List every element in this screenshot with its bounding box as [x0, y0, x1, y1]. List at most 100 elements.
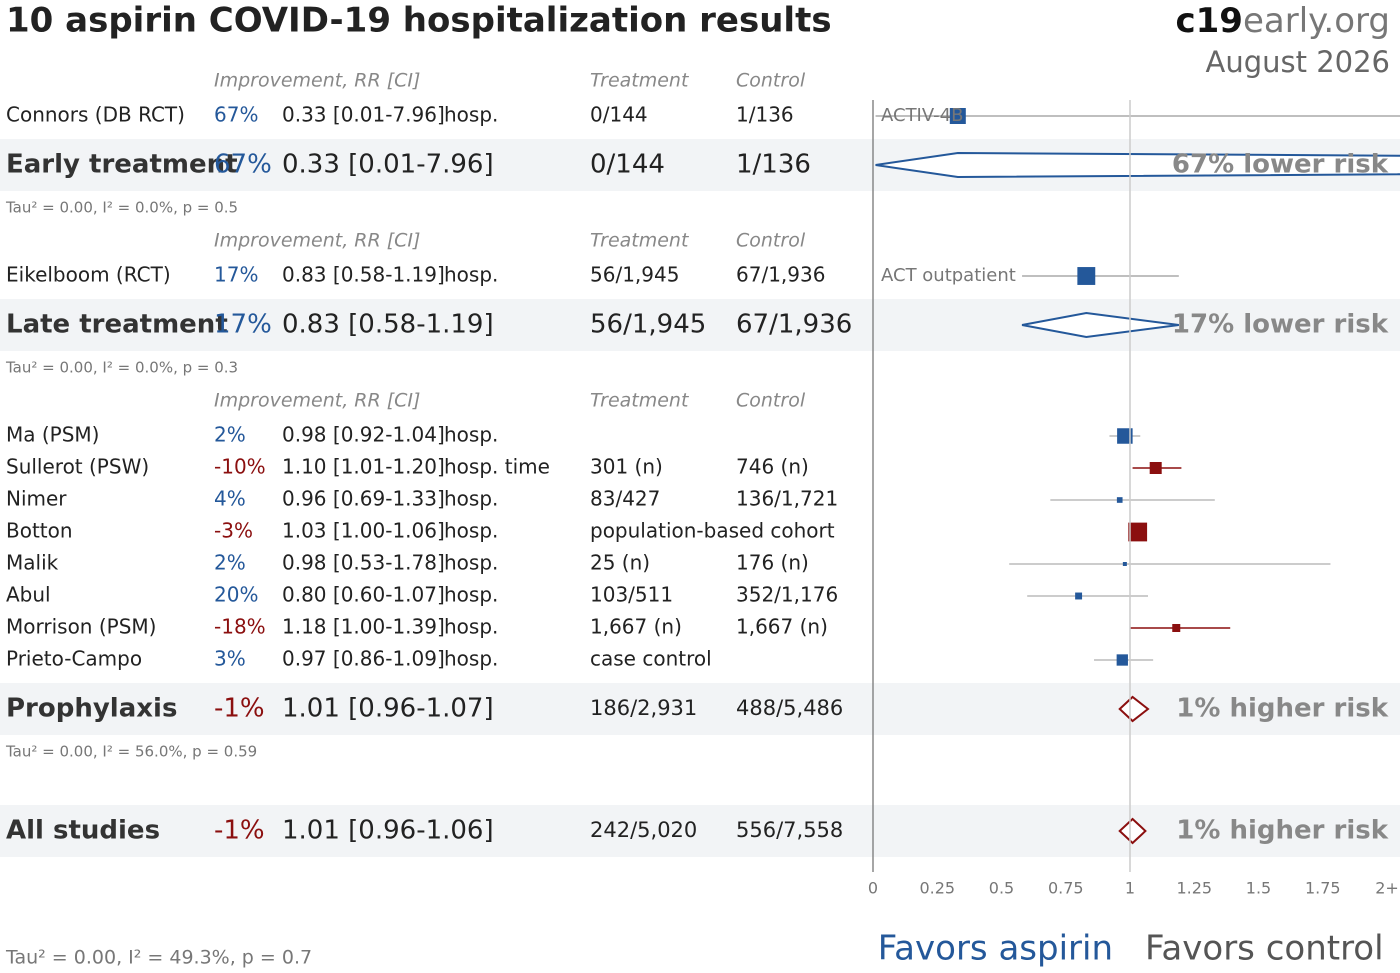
favors-control: Favors control — [1145, 929, 1384, 969]
summary-band — [0, 805, 1400, 857]
rows: 0 0.25 0.5 0.75 1 1.25 1.5 1.75 2+ Improvement, R… — [5, 70, 1400, 898]
column-header: Treatment — [590, 390, 690, 412]
effect-square — [1116, 497, 1123, 503]
treatment: 242/5,020 — [590, 818, 697, 842]
treatment: 0/144 — [590, 150, 665, 180]
column-header: Improvement, RR [CI] — [214, 70, 420, 92]
x-tick-label: 0.5 — [989, 879, 1014, 898]
treatment: 186/2,931 — [590, 696, 697, 720]
control: 352/1,176 — [736, 583, 838, 607]
improvement: 67% — [214, 103, 258, 127]
effect-square — [1116, 654, 1128, 666]
effect-square — [1117, 428, 1133, 444]
trial-name: ACT outpatient — [881, 265, 1016, 286]
effect-square — [1122, 562, 1127, 566]
column-header: Improvement, RR [CI] — [214, 390, 420, 412]
rr-ci: 0.33 [0.01-7.96] — [282, 103, 445, 127]
control: 1/136 — [736, 150, 811, 180]
x-tick-label: 0.75 — [1048, 879, 1084, 898]
column-header: Control — [736, 230, 806, 252]
control: 67/1,936 — [736, 263, 825, 287]
study-name: Malik — [6, 551, 59, 575]
improvement: 17% — [214, 310, 272, 340]
summary-diamond — [1021, 311, 1179, 339]
outcome: hosp. — [444, 647, 498, 671]
rr-ci: 0.97 [0.86-1.09] — [282, 647, 445, 671]
improvement: -1% — [214, 816, 265, 846]
rr-ci: 0.80 [0.60-1.07] — [282, 583, 445, 607]
brand: c19early.org — [1176, 1, 1391, 41]
summary-name: Late treatment — [6, 310, 228, 340]
risk-label: 1% higher risk — [1176, 694, 1388, 724]
improvement: -1% — [214, 694, 265, 724]
column-header: Treatment — [590, 70, 690, 92]
treatment: 1,667 (n) — [590, 615, 682, 639]
summary-diamond — [1118, 695, 1150, 723]
control: 1,667 (n) — [736, 615, 828, 639]
outcome: hosp. — [444, 519, 498, 543]
outcome: hosp. — [444, 487, 498, 511]
improvement: 17% — [214, 263, 258, 287]
treatment: 103/511 — [590, 583, 673, 607]
outcome: hosp. — [444, 615, 498, 639]
effect-square — [1075, 592, 1083, 600]
improvement: 2% — [214, 551, 246, 575]
effect-square — [1149, 462, 1162, 474]
improvement: 4% — [214, 487, 246, 511]
improvement: 67% — [214, 150, 272, 180]
x-tick-label: 1 — [1125, 879, 1135, 898]
study-name: Prieto-Campo — [6, 647, 142, 671]
brand-light: early.org — [1243, 1, 1390, 41]
rr-ci: 1.01 [0.96-1.07] — [282, 694, 494, 724]
treatment: 56/1,945 — [590, 310, 706, 340]
effect-square — [1172, 624, 1181, 632]
control: 136/1,721 — [736, 487, 838, 511]
heterogeneity: Tau² = 0.00, I² = 56.0%, p = 0.59 — [5, 743, 257, 761]
control: 176 (n) — [736, 551, 809, 575]
risk-label: 67% lower risk — [1172, 150, 1389, 180]
rr-ci: 1.03 [1.00-1.06] — [282, 519, 445, 543]
treatment: 0/144 — [590, 103, 648, 127]
risk-label: 17% lower risk — [1172, 310, 1389, 340]
date: August 2026 — [1205, 45, 1390, 79]
column-header: Improvement, RR [CI] — [214, 230, 420, 252]
summary-band — [0, 683, 1400, 735]
improvement: 2% — [214, 423, 246, 447]
treatment: population-based cohort — [590, 519, 835, 543]
effect-square — [1077, 267, 1096, 285]
summary-name: Prophylaxis — [6, 694, 177, 724]
outcome: hosp. time — [444, 455, 550, 479]
outcome: hosp. — [444, 583, 498, 607]
x-tick-label: 0 — [868, 879, 878, 898]
rr-ci: 0.33 [0.01-7.96] — [282, 150, 494, 180]
improvement: 3% — [214, 647, 246, 671]
improvement: -18% — [214, 615, 266, 639]
x-tick-label: 2+ — [1375, 879, 1399, 898]
control: 1/136 — [736, 103, 794, 127]
rr-ci: 0.83 [0.58-1.19] — [282, 263, 445, 287]
summary-name: All studies — [6, 816, 160, 846]
improvement: -10% — [214, 455, 266, 479]
brand-bold: c19 — [1176, 1, 1243, 41]
x-tick-label: 1.5 — [1246, 879, 1271, 898]
treatment: 301 (n) — [590, 455, 663, 479]
study-name: Sullerot (PSW) — [6, 455, 149, 479]
rr-ci: 0.83 [0.58-1.19] — [282, 310, 494, 340]
trial-name: ACTIV-4B — [881, 105, 963, 126]
rr-ci: 0.98 [0.53-1.78] — [282, 551, 445, 575]
outcome: hosp. — [444, 551, 498, 575]
study-name: Nimer — [6, 487, 67, 511]
heterogeneity: Tau² = 0.00, I² = 0.0%, p = 0.3 — [5, 359, 238, 377]
study-name: Eikelboom (RCT) — [6, 263, 171, 287]
outcome: hosp. — [444, 423, 498, 447]
effect-square — [1128, 522, 1148, 542]
rr-ci: 1.01 [0.96-1.06] — [282, 816, 494, 846]
summary-diamond — [875, 151, 1400, 179]
study-name: Abul — [6, 583, 51, 607]
improvement: -3% — [214, 519, 253, 543]
heterogeneity: Tau² = 0.00, I² = 0.0%, p = 0.5 — [5, 199, 238, 217]
effect-square — [949, 108, 966, 124]
control: 746 (n) — [736, 455, 809, 479]
treatment: 56/1,945 — [590, 263, 679, 287]
column-header: Treatment — [590, 230, 690, 252]
